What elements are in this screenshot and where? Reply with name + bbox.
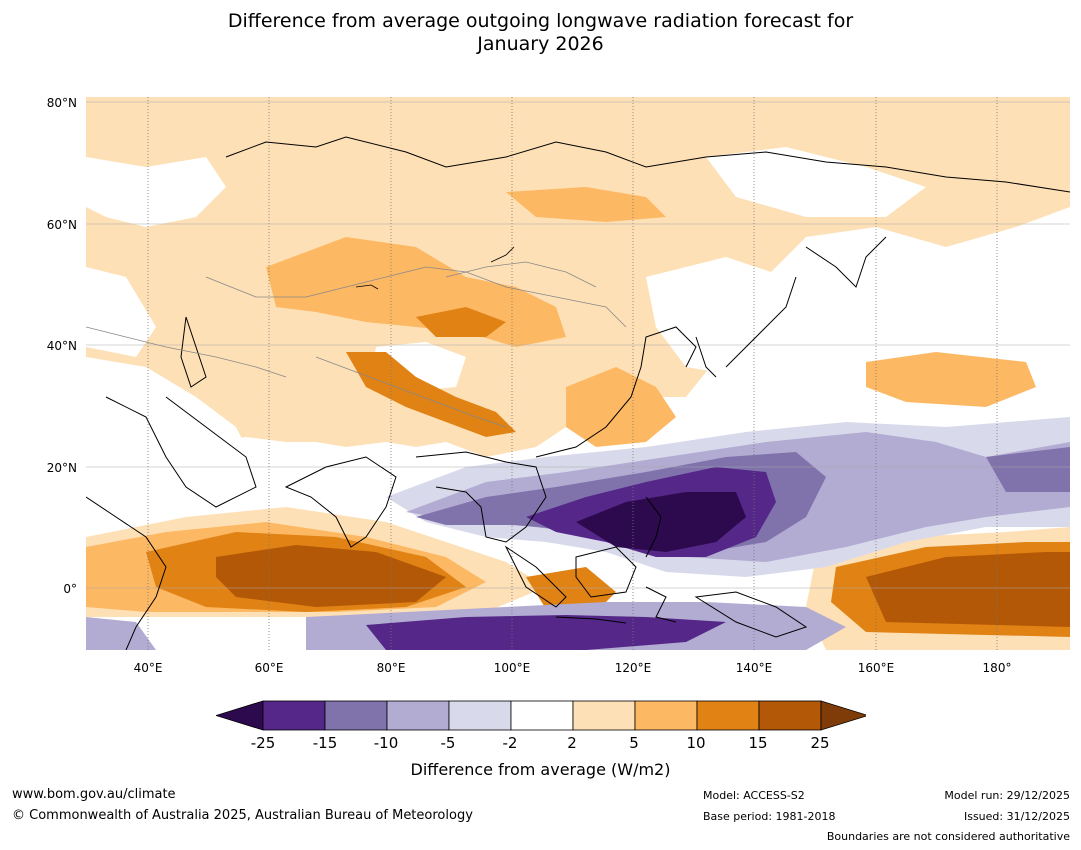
- coastline-philippines: [645, 496, 662, 558]
- coastline-sulawesi: [645, 586, 677, 623]
- coastline-china-east: [535, 326, 697, 458]
- coastline-africa-east: [86, 496, 167, 650]
- colorbar-arrow-high: [820, 700, 866, 731]
- lon-label-140e: 140°E: [735, 661, 773, 675]
- coastline-sumatra: [504, 545, 567, 608]
- base-period: Base period: 1981-2018: [703, 810, 836, 823]
- lat-label-40n: 40°N: [46, 339, 77, 353]
- anomaly-region-tropics-darkest-purple: [576, 492, 746, 552]
- anomaly-region-java-orange: [526, 567, 616, 612]
- anomaly-region-southern-dark-purple: [366, 615, 726, 650]
- anomaly-region-africa-purple: [86, 617, 156, 650]
- colorbar-tick: 10: [686, 734, 706, 752]
- map-svg: [86, 97, 1070, 650]
- anomaly-region-siberia-orange: [506, 187, 666, 222]
- anomaly-region-tarim-orange: [416, 307, 506, 337]
- longitude-gridlines: [147, 97, 998, 650]
- colorbar-segment: [696, 700, 760, 731]
- chart-title: Difference from average outgoing longwav…: [0, 10, 1081, 56]
- latitude-gridlines: [86, 101, 1070, 589]
- lon-label-80e: 80°E: [376, 661, 406, 675]
- title-line-1: Difference from average outgoing longwav…: [227, 10, 854, 32]
- coastline-java: [555, 616, 627, 624]
- colorbar-segment: [634, 700, 698, 731]
- border-himalaya: [315, 356, 507, 428]
- lake-balkhash: [355, 284, 379, 290]
- colorbar-tick: 15: [748, 734, 768, 752]
- lon-label-120e: 120°E: [614, 661, 652, 675]
- lakes: [355, 246, 515, 290]
- issued-date: Issued: 31/12/2025: [963, 810, 1070, 823]
- lon-label-40e: 40°E: [133, 661, 163, 675]
- website-link[interactable]: www.bom.gov.au/climate: [12, 787, 176, 802]
- lon-label-180: 180°: [982, 661, 1012, 675]
- colorbar-tick: -25: [250, 734, 276, 752]
- anomaly-region-japan-white: [646, 257, 796, 377]
- coastline-arctic: [225, 136, 1070, 193]
- lat-label-20n: 20°N: [46, 461, 77, 475]
- title-line-2: January 2026: [477, 33, 604, 55]
- colorbar-label: Difference from average (W/m2): [410, 760, 671, 779]
- border-middle-east: [86, 326, 287, 378]
- colorbar-arrow-low: [216, 700, 264, 731]
- coastline-kamchatka: [805, 236, 887, 288]
- lat-label-0: 0°: [63, 582, 77, 596]
- anomaly-region-eastpacific-brown: [866, 552, 1070, 627]
- model-run-date: Model run: 29/12/2025: [944, 789, 1070, 802]
- border-central-asia: [205, 266, 627, 328]
- border-mongolia: [445, 261, 597, 288]
- colorbar-segment: [262, 700, 326, 731]
- colorbar-segment: [758, 700, 822, 731]
- anomaly-region-pacific-north-orange: [866, 352, 1036, 407]
- olr-anomaly-map: [86, 97, 1070, 650]
- coastline-indochina: [415, 451, 547, 543]
- colorbar-tick: -2: [502, 734, 518, 752]
- colorbar-tick: 25: [810, 734, 830, 752]
- lat-label-80n: 80°N: [46, 96, 77, 110]
- coastlines: [86, 136, 1070, 650]
- anomaly-region-westasia-white: [86, 267, 156, 357]
- copyright-text: © Commonwealth of Australia 2025, Austra…: [12, 808, 473, 823]
- colorbar-segment: [324, 700, 388, 731]
- colorbar-tick: -10: [373, 734, 399, 752]
- colorbar-tick: -15: [312, 734, 338, 752]
- anomaly-region-china-orange: [566, 367, 676, 447]
- lon-label-60e: 60°E: [254, 661, 284, 675]
- boundaries-disclaimer: Boundaries are not considered authoritat…: [826, 830, 1070, 843]
- colorbar-segments: [216, 700, 866, 731]
- anomaly-region-pacific-mid-purple: [986, 447, 1070, 492]
- coastline-arabia: [105, 396, 257, 508]
- model-name: Model: ACCESS-S2: [703, 789, 805, 802]
- anomaly-region-northeast-white: [706, 147, 926, 217]
- colorbar-tick: 2: [567, 734, 577, 752]
- colorbar-segment: [386, 700, 450, 731]
- lon-label-160e: 160°E: [857, 661, 895, 675]
- colorbar: [216, 700, 866, 731]
- lon-label-100e: 100°E: [493, 661, 531, 675]
- anomaly-region-arabia-white: [86, 357, 446, 537]
- anomaly-region-northwest-white: [86, 157, 226, 227]
- colorbar-tick: -5: [440, 734, 456, 752]
- colorbar-segment: [510, 700, 574, 731]
- country-borders: [86, 261, 627, 428]
- colorbar-segment: [448, 700, 512, 731]
- coastline-borneo: [575, 546, 637, 598]
- colorbar-segment: [572, 700, 636, 731]
- lat-label-60n: 60°N: [46, 218, 77, 232]
- coastline-india: [284, 456, 397, 548]
- coastline-newguinea: [694, 591, 808, 638]
- anomaly-region-indianocean-brown: [216, 545, 446, 607]
- lake-baikal: [490, 246, 515, 263]
- colorbar-tick: 5: [629, 734, 639, 752]
- coastline-korea-japan: [695, 276, 797, 378]
